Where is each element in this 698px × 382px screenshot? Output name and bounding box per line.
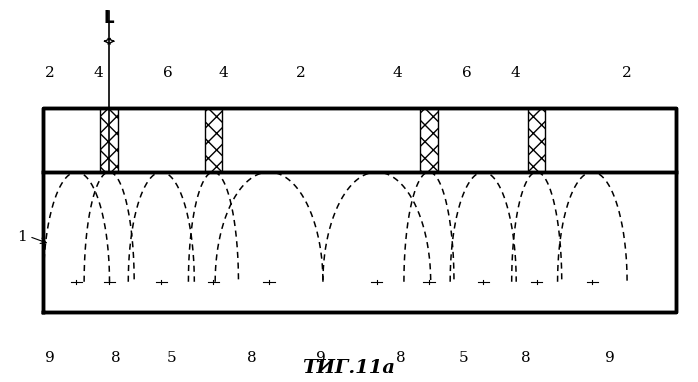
Polygon shape bbox=[43, 172, 676, 312]
Bar bbox=[101, 108, 118, 172]
Text: 4: 4 bbox=[94, 66, 103, 81]
Bar bbox=[528, 108, 545, 172]
Bar bbox=[205, 108, 222, 172]
Text: 2: 2 bbox=[622, 66, 632, 81]
Text: ΤИГ.11а: ΤИГ.11а bbox=[302, 359, 396, 377]
Text: 8: 8 bbox=[396, 351, 406, 365]
Text: 6: 6 bbox=[163, 66, 173, 81]
Text: 2: 2 bbox=[45, 66, 55, 81]
Text: 1: 1 bbox=[17, 230, 27, 243]
Polygon shape bbox=[43, 108, 676, 172]
Text: 8: 8 bbox=[111, 351, 121, 365]
Text: 8: 8 bbox=[247, 351, 256, 365]
Text: 2: 2 bbox=[295, 66, 305, 81]
Text: 4: 4 bbox=[219, 66, 229, 81]
Text: L: L bbox=[104, 10, 114, 28]
Text: 4: 4 bbox=[393, 66, 403, 81]
Text: 9: 9 bbox=[45, 351, 55, 365]
Text: 9: 9 bbox=[605, 351, 614, 365]
Bar bbox=[420, 108, 438, 172]
Text: 8: 8 bbox=[521, 351, 531, 365]
Text: 6: 6 bbox=[462, 66, 472, 81]
Text: 9: 9 bbox=[316, 351, 326, 365]
Text: 5: 5 bbox=[459, 351, 468, 365]
Text: 5: 5 bbox=[167, 351, 177, 365]
Text: 4: 4 bbox=[511, 66, 521, 81]
